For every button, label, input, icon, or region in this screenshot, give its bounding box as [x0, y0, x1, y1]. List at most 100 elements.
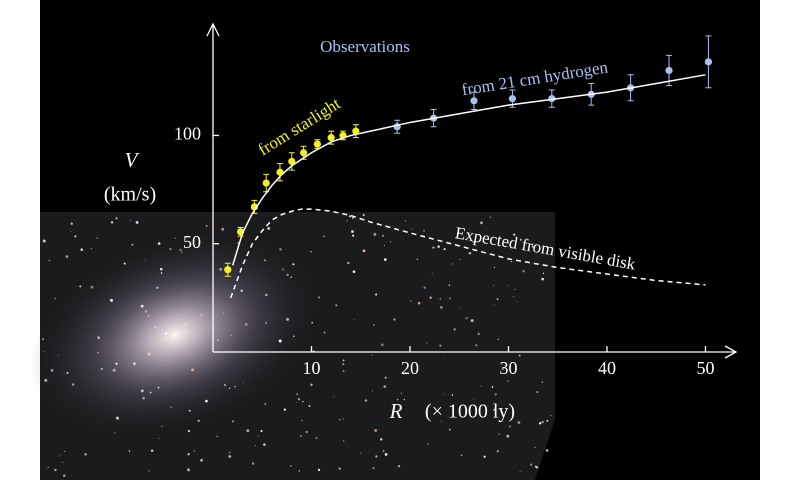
star — [380, 343, 384, 347]
star — [74, 235, 77, 238]
star — [348, 215, 351, 218]
expected-curve — [230, 208, 706, 299]
star — [475, 344, 478, 347]
star — [302, 400, 304, 403]
star — [292, 263, 295, 266]
star — [507, 285, 509, 287]
star — [286, 317, 289, 321]
star — [237, 242, 239, 244]
star — [546, 419, 549, 422]
star — [439, 305, 443, 309]
y-label: V — [125, 148, 140, 172]
star — [483, 455, 486, 458]
star — [54, 297, 57, 300]
star — [64, 451, 66, 453]
star — [459, 307, 461, 309]
star — [342, 362, 345, 366]
star — [278, 339, 282, 343]
star — [465, 316, 468, 320]
star — [351, 230, 354, 233]
star — [154, 326, 157, 329]
star — [299, 434, 303, 438]
star — [443, 393, 445, 395]
star — [157, 386, 160, 389]
star — [97, 336, 100, 339]
star — [541, 277, 544, 281]
x-tick-label: 40 — [598, 358, 616, 378]
star — [84, 453, 87, 456]
star — [317, 468, 321, 472]
x-tick-label: 30 — [499, 358, 517, 378]
star — [315, 436, 318, 439]
star — [473, 241, 476, 244]
star — [130, 219, 131, 221]
star — [170, 406, 173, 409]
star — [371, 390, 374, 392]
star — [473, 398, 475, 400]
star — [147, 314, 150, 317]
star — [286, 273, 289, 277]
star — [342, 418, 344, 420]
star — [541, 381, 544, 384]
star — [160, 272, 163, 274]
star — [448, 284, 451, 286]
star — [112, 368, 116, 372]
star — [173, 330, 175, 332]
star — [234, 386, 236, 388]
star — [353, 318, 355, 320]
star — [216, 435, 218, 437]
star — [42, 350, 44, 352]
star — [494, 304, 495, 306]
star — [460, 454, 463, 457]
star — [144, 310, 148, 313]
star — [159, 267, 163, 271]
star — [135, 221, 139, 224]
star — [174, 237, 176, 239]
data-point — [470, 97, 478, 105]
star — [193, 450, 195, 452]
star — [296, 402, 298, 404]
star — [184, 323, 186, 325]
star — [451, 263, 453, 265]
star — [308, 405, 311, 408]
star — [427, 442, 429, 445]
data-point — [327, 134, 335, 142]
star — [494, 393, 497, 396]
star — [72, 383, 75, 386]
star — [251, 462, 255, 465]
star — [493, 284, 494, 286]
x-unit: (× 1000 ly) — [425, 401, 515, 423]
star — [296, 393, 299, 396]
data-point — [262, 179, 270, 187]
star — [230, 334, 233, 337]
stars — [42, 213, 552, 477]
star — [260, 429, 263, 432]
star — [383, 385, 386, 388]
star — [531, 245, 534, 248]
star — [200, 314, 203, 316]
star — [364, 399, 368, 402]
star — [423, 286, 426, 289]
star — [453, 328, 456, 331]
star — [508, 425, 511, 428]
star — [115, 416, 119, 420]
star — [110, 298, 113, 302]
star — [290, 276, 292, 278]
star — [181, 251, 183, 254]
x-arrow — [724, 345, 738, 359]
star — [517, 421, 521, 424]
star — [338, 467, 342, 470]
data-point — [704, 58, 713, 66]
star — [54, 468, 57, 472]
star — [333, 396, 335, 398]
star — [246, 429, 250, 433]
star — [283, 408, 286, 411]
star — [371, 354, 373, 356]
fit-curve — [231, 74, 706, 266]
star — [65, 255, 69, 258]
star — [323, 331, 326, 334]
star — [244, 322, 248, 326]
star — [417, 301, 421, 305]
star — [513, 233, 516, 236]
